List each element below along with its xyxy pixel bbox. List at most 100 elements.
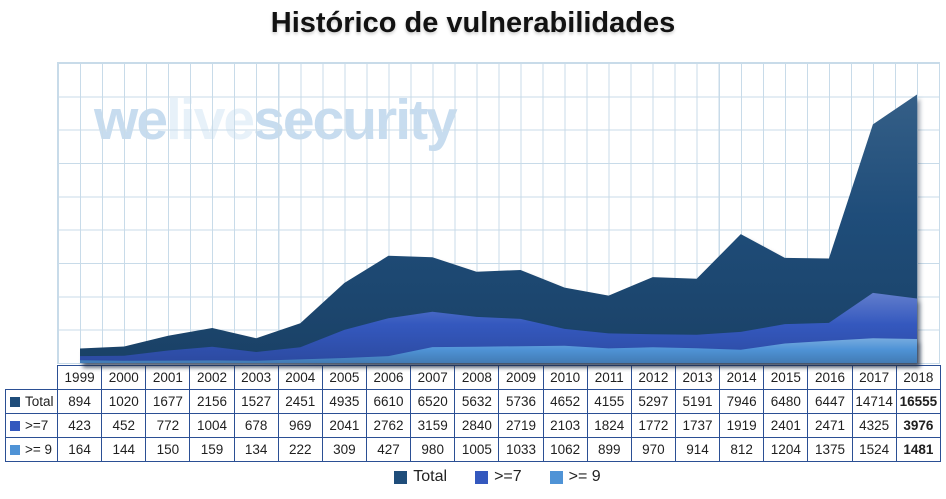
- value-cell: 1204: [763, 437, 809, 462]
- year-header-cell: 2004: [277, 365, 323, 390]
- year-header-cell: 2015: [763, 365, 809, 390]
- value-cell: 1737: [674, 413, 721, 438]
- series-swatch-icon: [10, 397, 20, 407]
- value-cell: 5632: [454, 389, 500, 414]
- value-cell: 812: [719, 437, 765, 462]
- year-header-cell: 2012: [630, 365, 676, 390]
- value-cell: 1033: [498, 437, 544, 462]
- area-series-gte9: [80, 338, 917, 363]
- value-cell: 1481: [895, 437, 942, 462]
- value-cell: 5736: [498, 389, 544, 414]
- value-cell: 1772: [630, 413, 676, 438]
- year-header-cell: 2016: [807, 365, 853, 390]
- value-cell: 150: [145, 437, 191, 462]
- value-cell: 894: [56, 389, 103, 414]
- value-cell: 4935: [321, 389, 367, 414]
- value-cell: 970: [630, 437, 676, 462]
- value-cell: 3159: [410, 413, 456, 438]
- legend-label: Total: [413, 468, 448, 485]
- value-cell: 144: [101, 437, 147, 462]
- value-cell: 2719: [498, 413, 544, 438]
- value-cell: 2401: [763, 413, 809, 438]
- year-header-cell: 2008: [454, 365, 500, 390]
- legend-label: >=7: [494, 468, 522, 485]
- value-cell: 4652: [542, 389, 588, 414]
- value-cell: 3976: [895, 413, 942, 438]
- value-cell: 2103: [542, 413, 588, 438]
- table-corner-cell: [6, 366, 58, 390]
- series-row-label: >= 9: [5, 437, 58, 462]
- year-header-cell: 2018: [895, 365, 942, 390]
- value-cell: 980: [410, 437, 456, 462]
- year-header-cell: 1999: [56, 365, 103, 390]
- value-cell: 969: [277, 413, 323, 438]
- value-cell: 2840: [454, 413, 500, 438]
- series-swatch-icon: [10, 445, 20, 455]
- year-header-cell: 2013: [674, 365, 721, 390]
- value-cell: 6610: [365, 389, 412, 414]
- value-cell: 1527: [233, 389, 279, 414]
- value-cell: 7946: [719, 389, 765, 414]
- value-cell: 16555: [895, 389, 942, 414]
- value-cell: 2041: [321, 413, 367, 438]
- area-series-total: [80, 94, 917, 363]
- legend-swatch-icon: [475, 470, 489, 484]
- area-series-gte7: [80, 292, 917, 363]
- year-header-cell: 2010: [542, 365, 588, 390]
- legend-item-total: Total: [394, 468, 447, 486]
- table-header-row: 1999 2000 2001 2002 2003 2004 2005 2006 2007 2008…: [6, 365, 942, 390]
- value-cell: 1524: [851, 437, 897, 462]
- chart-legend: Total >=7 >= 9: [57, 468, 938, 486]
- value-cell: 4155: [586, 389, 632, 414]
- value-cell: 427: [365, 437, 412, 462]
- value-cell: 1062: [542, 437, 588, 462]
- year-header-cell: 2005: [321, 365, 367, 390]
- value-cell: 4325: [851, 413, 897, 438]
- legend-label: >= 9: [568, 468, 601, 485]
- year-header-cell: 2002: [189, 365, 235, 390]
- year-header-cell: 2007: [410, 365, 456, 390]
- value-cell: 2762: [365, 413, 412, 438]
- value-cell: 423: [56, 413, 103, 438]
- series-row-gte9: >= 9 164 144 150 159 134 222 309 427 980 1005 1033 1…: [5, 437, 942, 462]
- value-cell: 772: [145, 413, 191, 438]
- value-cell: 2156: [189, 389, 235, 414]
- value-cell: 1375: [807, 437, 853, 462]
- value-cell: 1677: [145, 389, 191, 414]
- value-cell: 222: [277, 437, 323, 462]
- value-cell: 1004: [189, 413, 235, 438]
- year-header-cell: 2003: [233, 365, 279, 390]
- value-cell: 899: [586, 437, 632, 462]
- value-cell: 2471: [807, 413, 853, 438]
- year-header-cell: 2009: [498, 365, 544, 390]
- year-header-cell: 2000: [101, 365, 147, 390]
- value-cell: 678: [233, 413, 279, 438]
- value-cell: 5297: [630, 389, 676, 414]
- value-cell: 1824: [586, 413, 632, 438]
- series-row-label: Total: [5, 389, 58, 414]
- series-swatch-icon: [10, 421, 20, 431]
- area-chart-svg: [80, 94, 917, 363]
- legend-swatch-icon: [394, 470, 408, 484]
- value-cell: 914: [674, 437, 721, 462]
- year-header-cell: 2014: [719, 365, 765, 390]
- value-cell: 2451: [277, 389, 323, 414]
- value-cell: 134: [233, 437, 279, 462]
- value-cell: 14714: [851, 389, 897, 414]
- series-row-label: >=7: [5, 413, 58, 438]
- year-header-cell: 2006: [365, 365, 412, 390]
- value-cell: 5191: [674, 389, 721, 414]
- value-cell: 309: [321, 437, 367, 462]
- legend-item-gte7: >=7: [475, 468, 522, 486]
- value-cell: 1005: [454, 437, 500, 462]
- value-cell: 159: [189, 437, 235, 462]
- value-cell: 6520: [410, 389, 456, 414]
- year-header-cell: 2011: [586, 365, 632, 390]
- legend-swatch-icon: [549, 470, 563, 484]
- value-cell: 1919: [719, 413, 765, 438]
- series-row-total: Total 894 1020 1677 2156 1527 2451 4935 6610 6520…: [5, 389, 942, 414]
- chart-title: Histórico de vulnerabilidades: [270, 7, 676, 39]
- year-header-cell: 2001: [145, 365, 191, 390]
- legend-item-gte9: >= 9: [549, 468, 601, 486]
